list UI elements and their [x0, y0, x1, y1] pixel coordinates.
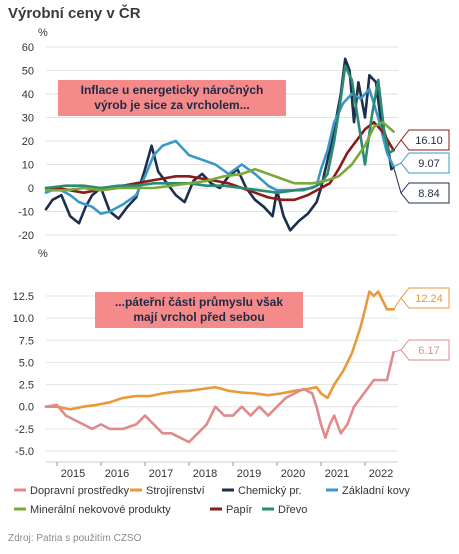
annotation-text: ...páteřní části průmyslu však	[115, 295, 283, 309]
y-tick-label: 10.0	[13, 313, 34, 325]
callout-box-zakladni	[400, 152, 450, 174]
y-tick-label: -2.5	[15, 424, 34, 436]
legend-label-chemicky: Chemický pr.	[238, 485, 302, 497]
annotation-text: výrob je sice za vrcholem...	[94, 98, 249, 112]
callout-box-chemicky	[400, 182, 450, 204]
y-tick-label: 10	[22, 160, 34, 172]
x-tick-label: 2015	[61, 468, 85, 480]
page-title: Výrobní ceny v ČR	[8, 5, 141, 22]
legend-label-mineralni: Minerální nekovové produkty	[30, 504, 171, 516]
series-line-mineralni	[44, 120, 395, 192]
annotation-text: Inflace u energeticky náročných	[81, 83, 264, 97]
y-tick-label: -10	[18, 207, 34, 219]
y-tick-label: 30	[22, 113, 34, 125]
series-line-drevo	[44, 64, 395, 194]
y-tick-label: 60	[22, 42, 34, 54]
y-tick-label: 0	[28, 183, 34, 195]
callout-value-strojirenstvi: 12.24	[415, 293, 443, 305]
callout-box-papir	[400, 129, 450, 151]
legend-label-papir: Papír	[226, 504, 253, 516]
annotation-text: mají vrchol před sebou	[133, 310, 264, 324]
callout-value-chemicky: 8.84	[418, 188, 439, 200]
legend-label-strojirenstvi: Strojírenství	[146, 485, 205, 497]
y-tick-label: 12.5	[13, 291, 34, 303]
callout-leader	[393, 139, 402, 151]
x-axis: 2015 2016 2017 2018 2019 2020 2021 2022	[46, 461, 398, 480]
legend-label-zakladni: Základní kovy	[342, 485, 410, 497]
series-line-strojirenstvi	[44, 290, 395, 411]
y-tick-label: 7.5	[19, 335, 34, 347]
x-tick-label: 2020	[281, 468, 305, 480]
legend-label-drevo: Dřevo	[278, 504, 307, 516]
x-tick-label: 2016	[105, 468, 129, 480]
callout-leader	[393, 349, 402, 353]
y-tick-label: 5.0	[19, 357, 34, 369]
y-axis-unit: %	[38, 248, 48, 260]
callout-value-zakladni: 9.07	[418, 158, 439, 170]
callout-value-papir: 16.10	[415, 135, 443, 147]
y-tick-label: 40	[22, 89, 34, 101]
top-panel: % -20 -10 0 10 20 30 40 50 60 Inflace u energetick…	[18, 27, 450, 242]
y-tick-label: 50	[22, 66, 34, 78]
y-tick-label: -5.0	[15, 446, 34, 458]
x-tick-label: 2022	[369, 468, 393, 480]
callout-box-dopravni	[400, 339, 450, 361]
x-tick-label: 2019	[237, 468, 261, 480]
bottom-panel: % -5.0 -2.5 0.0 2.5 5.0 7.5 10.0 12.5 ...páteřní …	[13, 248, 450, 458]
series-line-zakladni	[44, 88, 395, 216]
y-tick-label: 0.0	[19, 402, 34, 414]
x-tick-label: 2021	[325, 468, 349, 480]
y-tick-label: 2.5	[19, 380, 34, 392]
x-tick-label: 2018	[193, 468, 217, 480]
legend-label-dopravni: Dopravní prostředky	[30, 485, 130, 497]
source-note: Zdroj: Patria s použitím CZSO	[8, 533, 142, 544]
legend: Dopravní prostředky Strojírenství Chemický…	[14, 485, 410, 516]
callout-value-dopravni: 6.17	[418, 345, 439, 357]
x-tick-label: 2017	[149, 468, 173, 480]
series-line-dopravni	[44, 350, 395, 444]
callout-leader	[393, 166, 402, 194]
callout-leader	[393, 162, 402, 168]
annotation-box	[95, 292, 303, 328]
y-axis-unit: %	[38, 27, 48, 39]
y-tick-label: -20	[18, 230, 34, 242]
callout-box-strojirenstvi	[400, 287, 450, 309]
annotation-box	[58, 80, 286, 116]
y-tick-label: 20	[22, 136, 34, 148]
callout-leader	[393, 297, 402, 310]
